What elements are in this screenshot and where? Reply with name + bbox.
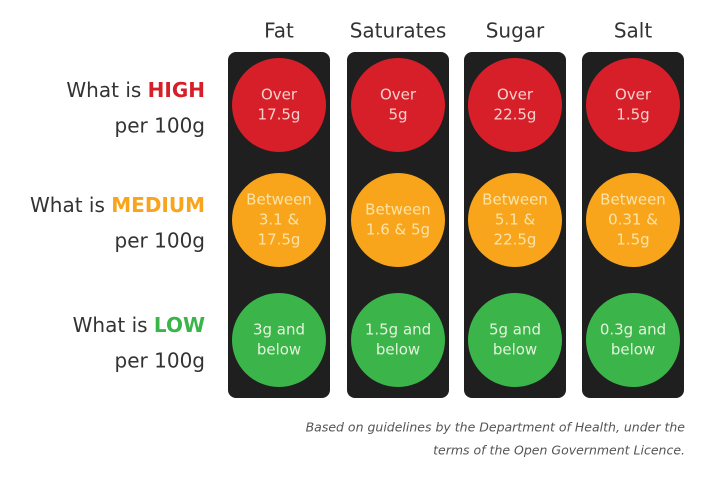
light-text: Between: [365, 201, 431, 219]
light: [232, 173, 326, 267]
light-text: 1.5g and: [365, 321, 431, 339]
light-text: below: [493, 341, 537, 359]
row-label: What is HIGH: [66, 78, 205, 102]
column-header: Salt: [614, 19, 653, 43]
row-suffix: per 100g: [115, 349, 205, 373]
light-text: Between: [246, 191, 312, 209]
light-text: below: [376, 341, 420, 359]
light-text: below: [611, 341, 655, 359]
light: [351, 293, 445, 387]
light-text: 5g: [388, 106, 407, 124]
row-prefix: What is: [30, 193, 105, 217]
light-text: Over: [497, 86, 534, 104]
light: [468, 58, 562, 152]
light-text: Over: [380, 86, 417, 104]
row-suffix: per 100g: [115, 114, 205, 138]
column-header: Sugar: [486, 19, 545, 43]
light-text: Between: [600, 191, 666, 209]
footnote: terms of the Open Government Licence.: [433, 443, 685, 458]
light-text: 1.6 & 5g: [366, 221, 430, 239]
light-text: 17.5g: [258, 231, 301, 249]
row-suffix: per 100g: [115, 229, 205, 253]
light-text: 0.31 &: [608, 211, 658, 229]
row-level: LOW: [154, 313, 205, 337]
light: [586, 173, 680, 267]
light: [468, 293, 562, 387]
light-text: below: [257, 341, 301, 359]
light-text: 1.5g: [616, 106, 649, 124]
row-label: What is MEDIUM: [30, 193, 205, 217]
row-label: What is LOW: [73, 313, 205, 337]
light: [232, 293, 326, 387]
light-text: Over: [615, 86, 652, 104]
light-text: 3g and: [253, 321, 305, 339]
light-text: 5.1 &: [495, 211, 536, 229]
light-text: Between: [482, 191, 548, 209]
row-prefix: What is: [73, 313, 148, 337]
light-text: 1.5g: [616, 231, 649, 249]
light: [351, 58, 445, 152]
light: [351, 173, 445, 267]
light-text: 3.1 &: [259, 211, 300, 229]
light-text: Over: [261, 86, 298, 104]
light-text: 22.5g: [494, 106, 537, 124]
row-level: HIGH: [148, 78, 205, 102]
footnote: Based on guidelines by the Department of…: [306, 420, 686, 435]
light-text: 0.3g and: [600, 321, 666, 339]
row-level: MEDIUM: [111, 193, 205, 217]
light-text: 22.5g: [494, 231, 537, 249]
light: [468, 173, 562, 267]
light: [232, 58, 326, 152]
column-header: Fat: [264, 19, 294, 43]
light: [586, 58, 680, 152]
column-header: Saturates: [350, 19, 447, 43]
light: [586, 293, 680, 387]
light-text: 17.5g: [258, 106, 301, 124]
light-text: 5g and: [489, 321, 541, 339]
row-prefix: What is: [66, 78, 141, 102]
